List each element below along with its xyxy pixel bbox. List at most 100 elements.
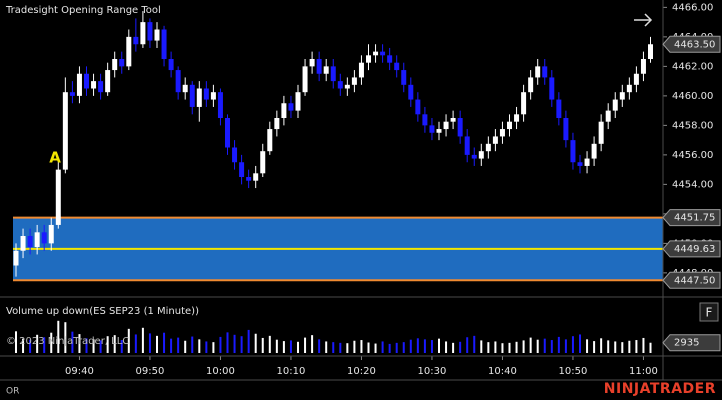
- candle-body: [528, 77, 534, 93]
- candle-body: [542, 66, 548, 78]
- volume-bar: [275, 339, 278, 353]
- candle-body: [69, 92, 75, 96]
- x-tick-label: 10:10: [277, 366, 306, 377]
- volume-bar: [529, 337, 532, 353]
- volume-bar: [395, 342, 398, 353]
- volume-bar: [78, 334, 81, 353]
- volume-bar: [543, 338, 546, 353]
- candle-body: [337, 81, 343, 89]
- candle-body: [210, 92, 216, 100]
- annotation: A: [49, 149, 61, 167]
- last-volume-tag-label: 2935: [674, 338, 699, 349]
- candle-body: [556, 99, 562, 118]
- candle-body: [394, 62, 400, 71]
- volume-bar: [57, 320, 60, 353]
- volume-bar: [452, 342, 455, 353]
- candle-body: [584, 158, 590, 166]
- volume-bar: [304, 337, 307, 353]
- volume-bar: [515, 341, 518, 353]
- candle-body: [217, 92, 223, 118]
- candle-body: [147, 22, 153, 41]
- candle-body: [189, 84, 195, 107]
- volume-bar: [621, 342, 624, 353]
- candle-body: [535, 66, 541, 78]
- candle-body: [267, 129, 273, 152]
- candle-body: [633, 73, 639, 85]
- candle-body: [366, 55, 371, 63]
- arrow-head: [644, 13, 653, 27]
- volume-bar: [508, 342, 511, 353]
- candle-body: [485, 143, 491, 152]
- candle-body: [20, 236, 26, 251]
- candle-body: [499, 129, 505, 137]
- candle-body: [91, 81, 97, 89]
- volume-bar: [184, 340, 187, 353]
- range-high-tag-label: 4451.75: [674, 213, 715, 224]
- candle-body: [316, 59, 322, 74]
- f-button[interactable]: [699, 302, 719, 322]
- candle-body: [119, 59, 125, 67]
- candle-body: [521, 92, 527, 115]
- back-layer: 4448.004450.004452.004454.004456.004458.…: [13, 2, 713, 377]
- volume-bar: [579, 334, 581, 353]
- volume-bar: [212, 342, 215, 353]
- volume-bar: [642, 337, 645, 353]
- last-price-tag-label: 4463.50: [674, 39, 715, 50]
- volume-bar: [318, 339, 321, 353]
- candle-body: [274, 118, 280, 130]
- candle-body: [288, 103, 294, 111]
- volume-bar: [141, 327, 144, 353]
- volume-bar: [15, 331, 17, 353]
- volume-bar: [219, 336, 222, 353]
- candle-body: [48, 224, 54, 244]
- volume-bar: [233, 334, 236, 353]
- candle-body: [295, 92, 301, 111]
- candle-body: [140, 22, 146, 45]
- logo: NINJATRADER: [604, 381, 716, 397]
- candle-body: [422, 114, 428, 126]
- candle-body: [387, 55, 393, 63]
- candle-body: [344, 84, 350, 89]
- x-tick-label: 10:40: [488, 366, 517, 377]
- volume-bar: [614, 341, 617, 353]
- f-button-label[interactable]: F: [706, 306, 713, 320]
- volume-bar: [240, 336, 243, 353]
- candle-body: [154, 29, 160, 41]
- volume-bar: [85, 338, 88, 353]
- candle-body: [232, 147, 238, 163]
- volume-bar: [127, 328, 130, 353]
- candle-body: [168, 59, 174, 71]
- candle-body: [323, 66, 329, 74]
- x-tick-label: 10:00: [206, 366, 235, 377]
- volume-bar: [332, 342, 335, 353]
- candle-body: [648, 44, 653, 59]
- y-tick-label: 4462.00: [672, 61, 713, 72]
- volume-bar: [289, 340, 292, 353]
- candle-body: [450, 118, 456, 122]
- volume-bar: [261, 337, 264, 353]
- candle-body: [225, 118, 230, 148]
- volume-bar: [156, 335, 158, 353]
- volume-bar: [550, 340, 553, 353]
- candle-body: [457, 118, 463, 137]
- volume-bar: [607, 340, 610, 353]
- chart-title: Tradesight Opening Range Tool: [5, 5, 161, 16]
- volume-bar: [571, 336, 574, 353]
- volume-bar: [99, 340, 102, 353]
- y-tick-label: 4460.00: [672, 91, 713, 102]
- candle-body: [443, 121, 449, 130]
- candle-body: [429, 125, 435, 133]
- volume-bar: [43, 337, 46, 353]
- status-label: OR: [6, 387, 19, 397]
- x-tick-label: 10:30: [418, 366, 447, 377]
- volume-bar: [346, 343, 349, 353]
- copyright: © 2023 NinjaTrader, LLC: [6, 336, 129, 347]
- candle-body: [549, 77, 555, 100]
- arrow-icon[interactable]: [634, 13, 653, 27]
- volume-bar: [367, 342, 370, 353]
- volume-bar: [473, 335, 476, 353]
- range-high-tag: [662, 209, 721, 227]
- candle-body: [133, 36, 139, 45]
- volume-bar: [360, 340, 363, 353]
